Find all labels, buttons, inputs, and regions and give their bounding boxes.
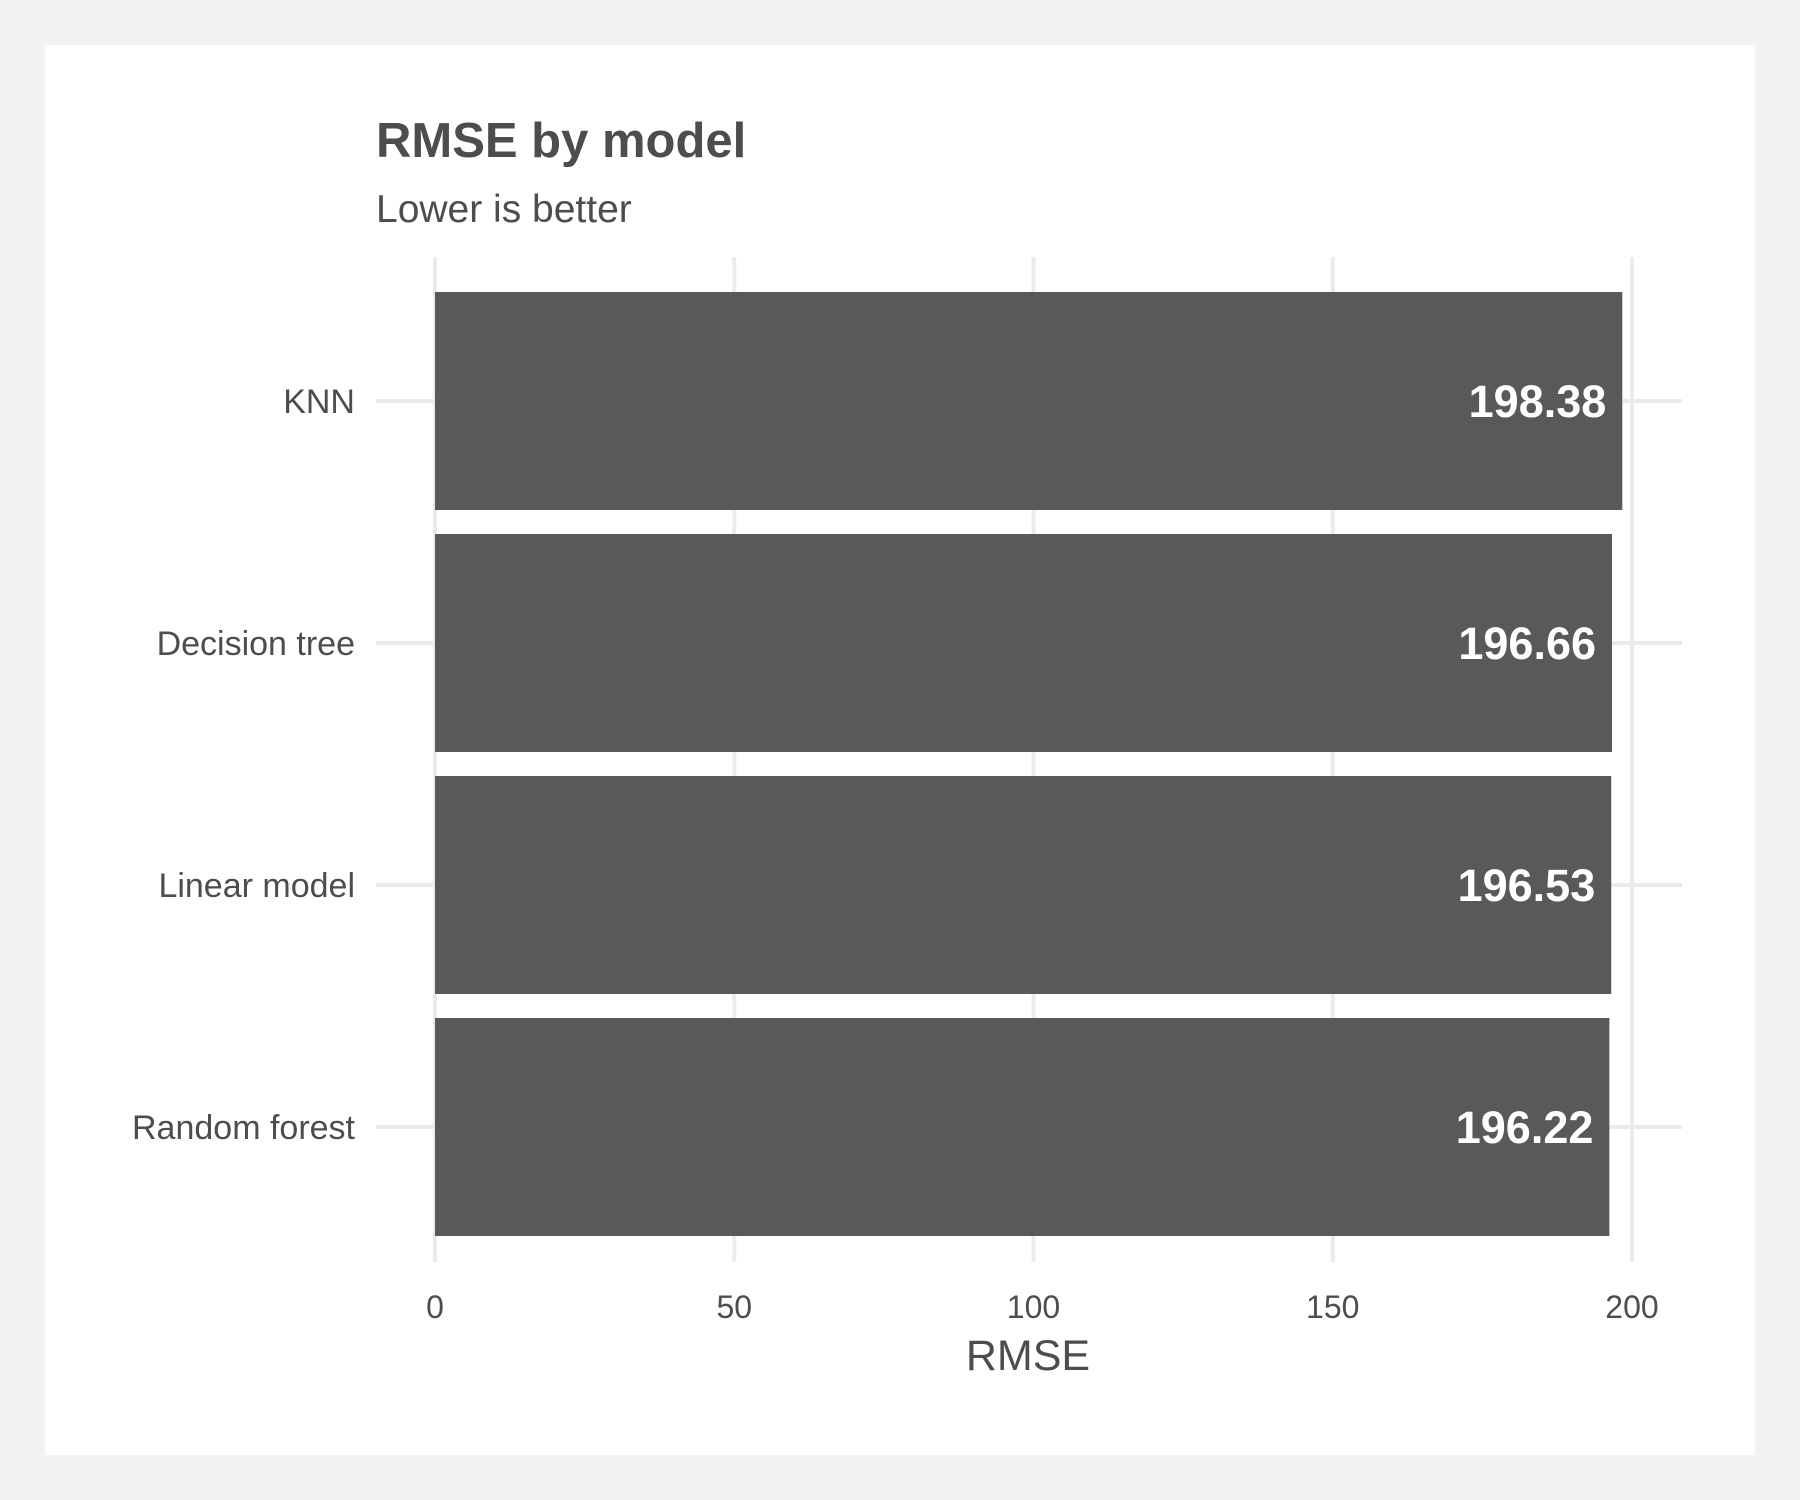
bar [435,292,1623,510]
chart-title: RMSE by model [376,114,746,168]
category-label: KNN [283,383,355,421]
category-label: Random forest [132,1109,356,1147]
x-tick-label: 0 [426,1289,444,1325]
bar [435,776,1612,994]
category-label: Linear model [158,867,355,905]
bar-value-label: 198.38 [1469,376,1607,427]
chart-subtitle: Lower is better [376,188,632,231]
x-tick-label: 50 [716,1289,752,1325]
x-tick-label: 100 [1007,1289,1060,1325]
bar-value-label: 196.66 [1458,618,1596,669]
bar [435,534,1613,752]
bars: 198.38 196.66 196.53 196.22 [435,292,1623,1236]
bar-value-label: 196.53 [1458,860,1596,911]
category-labels: KNN Decision tree Linear model Random fores… [132,383,356,1147]
x-tick-label: 200 [1605,1289,1658,1325]
category-label: Decision tree [157,625,355,663]
x-tick-label: 150 [1306,1289,1359,1325]
x-axis-ticks: 0 50 100 150 200 [426,1289,1659,1325]
bar [435,1018,1610,1236]
x-axis-title: RMSE [966,1332,1090,1380]
bar-value-label: 196.22 [1456,1102,1594,1153]
